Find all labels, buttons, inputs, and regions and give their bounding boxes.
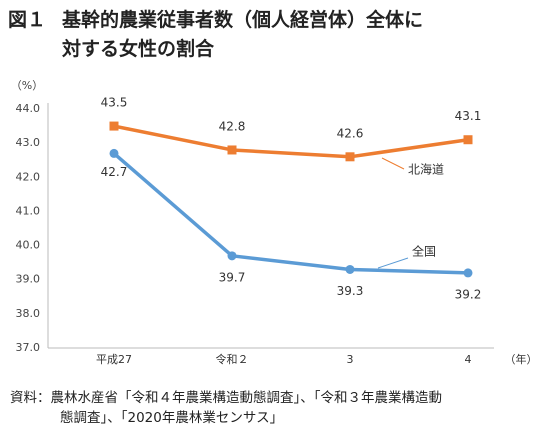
data-label-1-3: 39.2: [455, 287, 482, 301]
data-label-0-0: 43.5: [101, 96, 128, 110]
legend-leader-0: [381, 157, 405, 170]
y-tick-label-3: 40.0: [16, 239, 41, 252]
data-label-0-1: 42.8: [219, 119, 246, 133]
series-line-0: [113, 124, 469, 159]
point-0-2: [345, 152, 355, 162]
x-tick-label-1: 令和２: [216, 352, 249, 366]
point-0-3: [463, 135, 473, 145]
title-text-1: 基幹的農業従事者数（個人経営体）全体に: [62, 9, 424, 31]
source-line-2: 態調査」、「2020年農林業センサス」: [60, 410, 284, 426]
point-1-3: [463, 268, 473, 278]
point-0-1: [227, 145, 237, 155]
x-axis-unit: （年）: [505, 352, 538, 366]
source-note: 資料：農林水産省「令和４年農業構造動態調査」、「令和３年農業構造動 態調査」、「…: [10, 388, 442, 428]
y-tick-label-7: 44.0: [16, 102, 41, 115]
y-tick-label-2: 39.0: [16, 273, 41, 286]
data-label-1-2: 39.3: [337, 284, 364, 298]
figure-number: 図１: [8, 9, 47, 31]
title-line-1: 図１ 基幹的農業従事者数（個人経営体）全体に: [8, 6, 423, 35]
y-tick-label-0: 37.0: [16, 341, 41, 354]
x-tick-label-0: 平成27: [96, 353, 132, 366]
x-tick-label-2: 3: [347, 353, 354, 366]
legend-label-1: 全国: [412, 244, 436, 259]
title-line-2: 対する女性の割合: [62, 38, 215, 60]
data-label-1-1: 39.7: [219, 270, 246, 284]
point-0-0: [109, 121, 119, 131]
y-tick-label-5: 42.0: [16, 170, 41, 183]
chart-title: 図１ 基幹的農業従事者数（個人経営体）全体に 対する女性の割合: [8, 6, 423, 64]
data-label-0-3: 43.1: [455, 109, 482, 123]
data-label-1-0: 42.7: [101, 165, 128, 179]
y-tick-label-1: 38.0: [16, 307, 41, 320]
series-line-1: [112, 152, 469, 275]
legend-label-0: 北海道: [408, 162, 444, 177]
y-tick-label-6: 43.0: [16, 136, 41, 149]
point-1-1: [227, 251, 237, 261]
y-tick-label-4: 41.0: [16, 204, 41, 217]
y-axis-unit: （%）: [11, 79, 43, 92]
data-label-0-2: 42.6: [337, 126, 364, 140]
source-line-1: 資料：農林水産省「令和４年農業構造動態調査」、「令和３年農業構造動: [10, 390, 442, 406]
x-tick-label-3: 4: [465, 353, 472, 366]
legend-leader-1: [377, 257, 409, 269]
point-1-0: [109, 148, 119, 158]
point-1-2: [345, 264, 355, 274]
